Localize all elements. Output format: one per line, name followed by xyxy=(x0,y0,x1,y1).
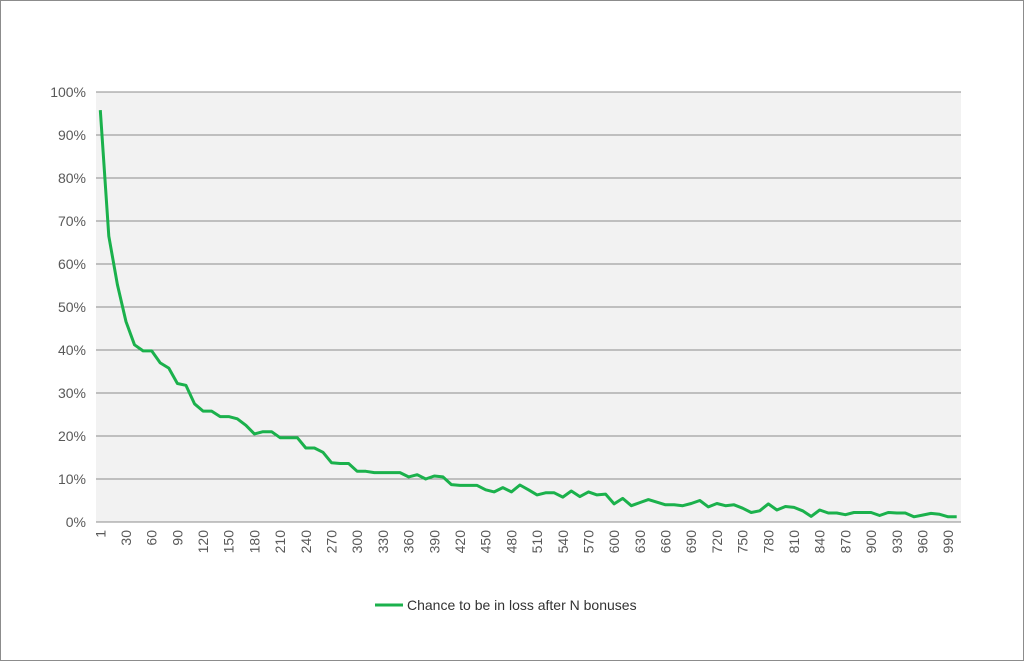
x-tick-label: 960 xyxy=(914,530,930,554)
x-tick-label: 420 xyxy=(452,530,468,554)
grid-lines xyxy=(96,91,961,480)
x-tick-label: 750 xyxy=(735,530,751,554)
series-lines xyxy=(98,109,957,519)
x-tick-label: 600 xyxy=(606,530,622,554)
y-tick-label: 60% xyxy=(58,256,86,272)
legend: Chance to be in loss after N bonuses xyxy=(375,597,637,613)
x-tick-label: 240 xyxy=(298,530,314,554)
x-tick-label: 150 xyxy=(221,530,237,554)
x-tick-label: 390 xyxy=(426,530,442,554)
x-tick-label: 900 xyxy=(863,530,879,554)
x-tick-label: 510 xyxy=(529,530,545,554)
x-tick-label: 570 xyxy=(580,530,596,554)
y-tick-label: 30% xyxy=(58,385,86,401)
x-tick-label: 1 xyxy=(92,530,108,538)
x-tick-label: 840 xyxy=(812,530,828,554)
x-tick-label: 930 xyxy=(889,530,905,554)
x-tick-label: 450 xyxy=(478,530,494,554)
y-tick-label: 70% xyxy=(58,213,86,229)
y-tick-label: 0% xyxy=(66,514,86,530)
y-tick-label: 100% xyxy=(50,84,86,100)
y-tick-label: 50% xyxy=(58,299,86,315)
x-tick-label: 30 xyxy=(118,530,134,546)
y-tick-label: 80% xyxy=(58,170,86,186)
legend-label: Chance to be in loss after N bonuses xyxy=(407,597,637,613)
x-tick-label: 870 xyxy=(837,530,853,554)
y-tick-label: 40% xyxy=(58,342,86,358)
x-tick-label: 90 xyxy=(169,530,185,546)
y-axis: 0% 10% 20% 30% 40% 50% 60% 70% 80% 90% 100% xyxy=(50,84,86,530)
x-tick-label: 540 xyxy=(555,530,571,554)
x-tick-label: 180 xyxy=(246,530,262,554)
x-tick-label: 630 xyxy=(632,530,648,554)
x-tick-label: 300 xyxy=(349,530,365,554)
x-tick-label: 720 xyxy=(709,530,725,554)
x-tick-label: 480 xyxy=(503,530,519,554)
x-tick-label: 810 xyxy=(786,530,802,554)
x-tick-label: 660 xyxy=(658,530,674,554)
x-tick-label: 60 xyxy=(144,530,160,546)
series-line xyxy=(98,109,957,519)
x-tick-label: 330 xyxy=(375,530,391,554)
x-axis-labels: 1 30 60 90 120 150 180 210 240 270 300 330 360 390 420… xyxy=(92,530,956,554)
y-tick-label: 10% xyxy=(58,471,86,487)
x-tick-label: 270 xyxy=(324,530,340,554)
x-tick-label: 780 xyxy=(760,530,776,554)
x-tick-label: 360 xyxy=(401,530,417,554)
x-tick-label: 210 xyxy=(272,530,288,554)
y-tick-label: 20% xyxy=(58,428,86,444)
x-tick-label: 120 xyxy=(195,530,211,554)
y-tick-label: 90% xyxy=(58,127,86,143)
x-tick-label: 990 xyxy=(940,530,956,554)
x-tick-label: 690 xyxy=(683,530,699,554)
